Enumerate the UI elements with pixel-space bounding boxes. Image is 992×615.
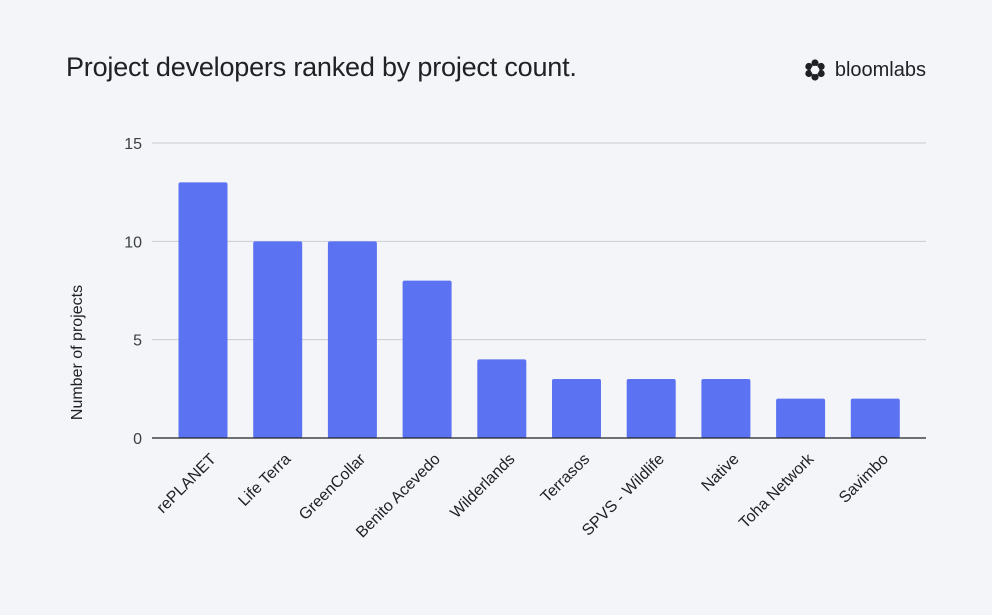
y-tick-label: 5 <box>133 333 142 350</box>
x-tick-label: Toha Network <box>736 450 818 532</box>
bar-toha-network <box>776 398 826 438</box>
brand-name: bloomlabs <box>834 58 926 81</box>
bloomlabs-logo-icon <box>805 59 825 81</box>
bars <box>178 182 900 438</box>
bar-greencollar <box>327 241 377 438</box>
bar-life-terra <box>253 241 303 438</box>
x-tick-label: GreenCollar <box>296 450 369 523</box>
y-tick-label: 10 <box>124 234 142 251</box>
chart-title: Project developers ranked by project cou… <box>66 52 577 82</box>
x-tick-label: Wilderlands <box>447 451 518 522</box>
y-axis-ticks: 0 5 10 15 <box>124 136 142 448</box>
bar-spvs-wildlife <box>626 379 676 438</box>
bar-native <box>701 379 751 438</box>
bar-benito-acevedo <box>402 280 452 438</box>
x-tick-label: Native <box>699 451 743 495</box>
x-tick-label: rePLANET <box>154 451 220 517</box>
bar-savimbo <box>850 398 900 438</box>
x-tick-label: Terrasos <box>538 451 593 506</box>
x-tick-label: Savimbo <box>836 451 892 507</box>
x-tick-label: Life Terra <box>235 451 294 510</box>
y-tick-label: 15 <box>124 136 142 153</box>
y-tick-label: 0 <box>133 431 142 448</box>
x-tick-label: SPVS - Wildlife <box>579 451 668 540</box>
y-axis-label: Number of projects <box>69 285 86 420</box>
brand: bloomlabs <box>803 58 926 82</box>
bar-wilderlands <box>477 359 527 438</box>
bar-replanet <box>178 182 228 438</box>
bar-terrasos <box>552 379 601 438</box>
